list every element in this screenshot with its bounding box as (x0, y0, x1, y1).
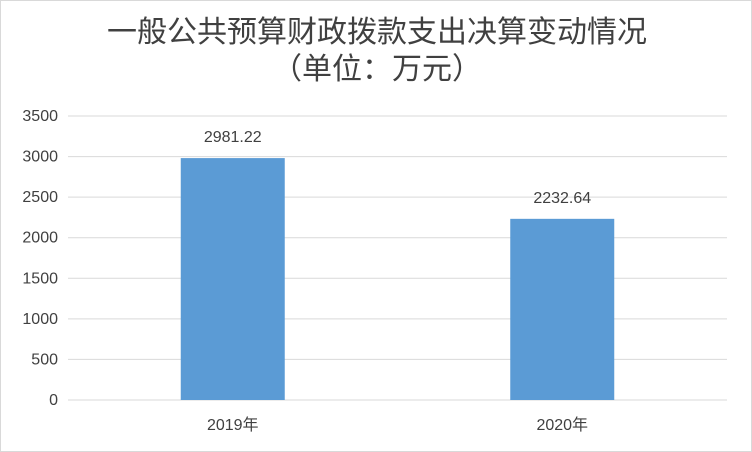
y-tick-label: 1500 (22, 270, 58, 287)
y-tick-label: 3000 (22, 149, 58, 166)
y-tick-label: 1000 (22, 311, 58, 328)
data-label: 2981.22 (204, 129, 262, 146)
x-tick-label: 2019年 (207, 416, 259, 434)
x-tick-label: 2020年 (536, 416, 588, 434)
chart-title-line1: 一般公共预算财政拨款支出决算变动情况 (107, 15, 647, 50)
y-tick-label: 3500 (22, 108, 58, 125)
y-tick-label: 2500 (22, 189, 58, 206)
y-tick-label: 500 (31, 351, 58, 368)
bar (180, 158, 285, 400)
chart-title-line2: （单位：万元） (272, 52, 482, 87)
y-tick-label: 0 (49, 392, 58, 409)
bar (510, 218, 615, 400)
y-tick-label: 2000 (22, 230, 58, 247)
data-label: 2232.64 (533, 190, 591, 207)
